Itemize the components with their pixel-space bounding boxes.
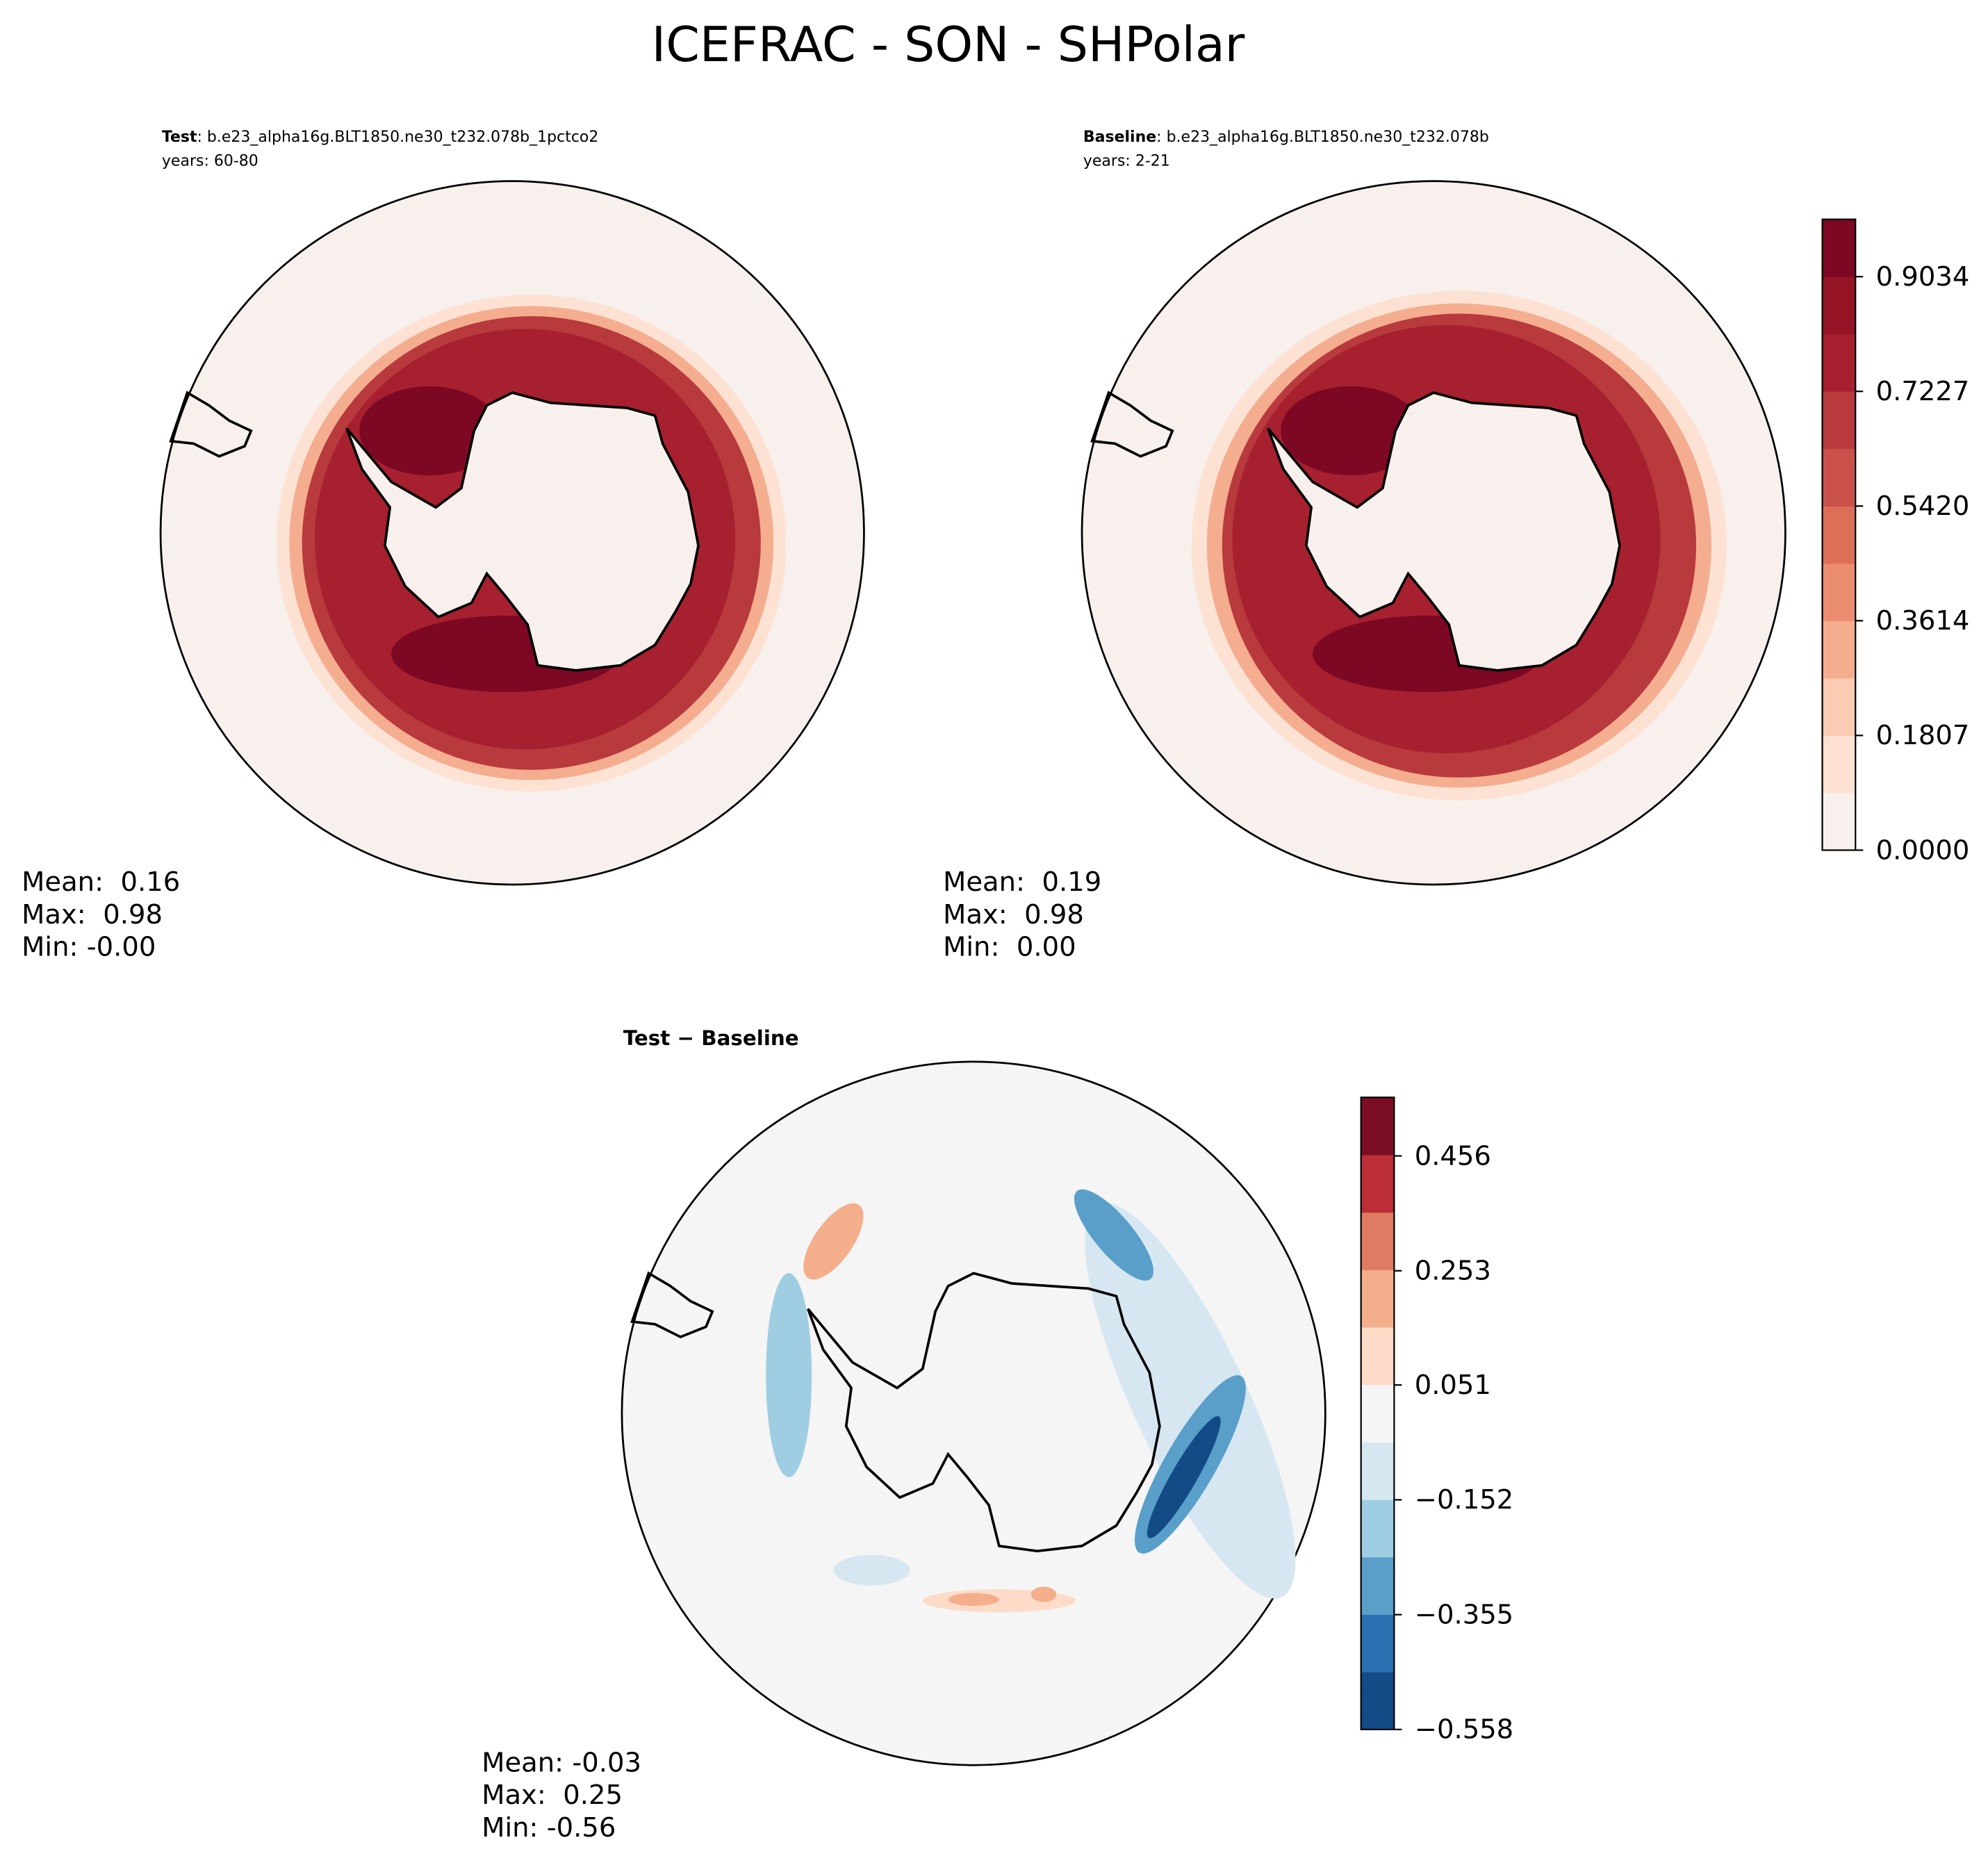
stat-line: Max: 0.25 — [482, 1780, 623, 1811]
colorbar-tick-label: 0.3614 — [1876, 605, 1970, 637]
colorbar-band — [1361, 1384, 1395, 1443]
colorbar-band — [1361, 1212, 1395, 1270]
colorbar-frame — [1360, 1097, 1395, 1731]
panel-years: years: 60-80 — [162, 153, 258, 170]
panel-header: Test: b.e23_alpha16g.BLT1850.ne30_t232.0… — [162, 129, 598, 146]
stat-line: Mean: 0.19 — [943, 867, 1101, 898]
stat-line: Max: 0.98 — [22, 899, 163, 930]
colorbar-band — [1361, 1614, 1395, 1673]
stat-line: Min: 0.00 — [943, 932, 1076, 963]
colorbar-tick-label: −0.558 — [1415, 1714, 1513, 1746]
colorbar-band — [1822, 735, 1856, 794]
colorbar-band — [1822, 219, 1856, 277]
colorbar-band — [1822, 391, 1856, 450]
panel-label: Baseline — [1083, 129, 1156, 146]
colorbar-tick-label: 0.7227 — [1876, 376, 1970, 407]
colorbar-band — [1361, 1442, 1395, 1500]
colorbar-tick-label: −0.355 — [1415, 1599, 1513, 1630]
panel-case: : b.e23_alpha16g.BLT1850.ne30_t232.078b — [1156, 129, 1489, 146]
colorbar-band — [1822, 448, 1856, 507]
panel-header: Baseline: b.e23_alpha16g.BLT1850.ne30_t2… — [1083, 129, 1489, 146]
colorbar-band — [1822, 792, 1856, 851]
stat-line: Max: 0.98 — [943, 899, 1084, 930]
colorbar-tick-label: 0.5420 — [1876, 491, 1970, 522]
figure-title: ICEFRAC - SON - SHPolar — [652, 17, 1245, 73]
colorbar-band — [1822, 334, 1856, 392]
colorbar-tick-label: 0.0000 — [1876, 835, 1970, 866]
panel-label: Test — [162, 129, 197, 146]
stat-line: Mean: 0.16 — [22, 867, 180, 898]
map-baseline — [1081, 180, 1786, 886]
stat-line: Min: -0.00 — [22, 932, 156, 963]
panel-case: : b.e23_alpha16g.BLT1850.ne30_t232.078b_… — [197, 129, 599, 146]
colorbar-band — [1822, 506, 1856, 564]
colorbar-band — [1822, 677, 1856, 736]
colorbar-band — [1822, 277, 1856, 335]
panel-years: years: 2-21 — [1083, 153, 1170, 170]
colorbar-tick-label: 0.1807 — [1876, 720, 1970, 751]
colorbar-tick-label: 0.253 — [1415, 1256, 1491, 1287]
colorbar-band — [1822, 563, 1856, 621]
colorbar-tick-label: −0.152 — [1415, 1484, 1513, 1516]
stat-line: Min: -0.56 — [482, 1812, 616, 1843]
colorbar-frame — [1821, 218, 1857, 851]
colorbar-tick-label: 0.456 — [1415, 1140, 1491, 1172]
colorbar-tick-label: 0.051 — [1415, 1370, 1491, 1401]
colorbar-band — [1361, 1500, 1395, 1558]
colorbar-band — [1361, 1270, 1395, 1328]
stat-line: Mean: -0.03 — [482, 1747, 641, 1778]
panel-label: Test − Baseline — [623, 1026, 799, 1050]
map-difference — [621, 1060, 1326, 1766]
colorbar-band — [1822, 621, 1856, 679]
colorbar-band — [1361, 1097, 1395, 1156]
map-test — [159, 180, 865, 886]
colorbar-band — [1361, 1154, 1395, 1213]
colorbar-tick-label: 0.9034 — [1876, 261, 1970, 293]
colorbar-band — [1361, 1672, 1395, 1730]
colorbar-band — [1361, 1557, 1395, 1616]
colorbar-band — [1361, 1327, 1395, 1386]
